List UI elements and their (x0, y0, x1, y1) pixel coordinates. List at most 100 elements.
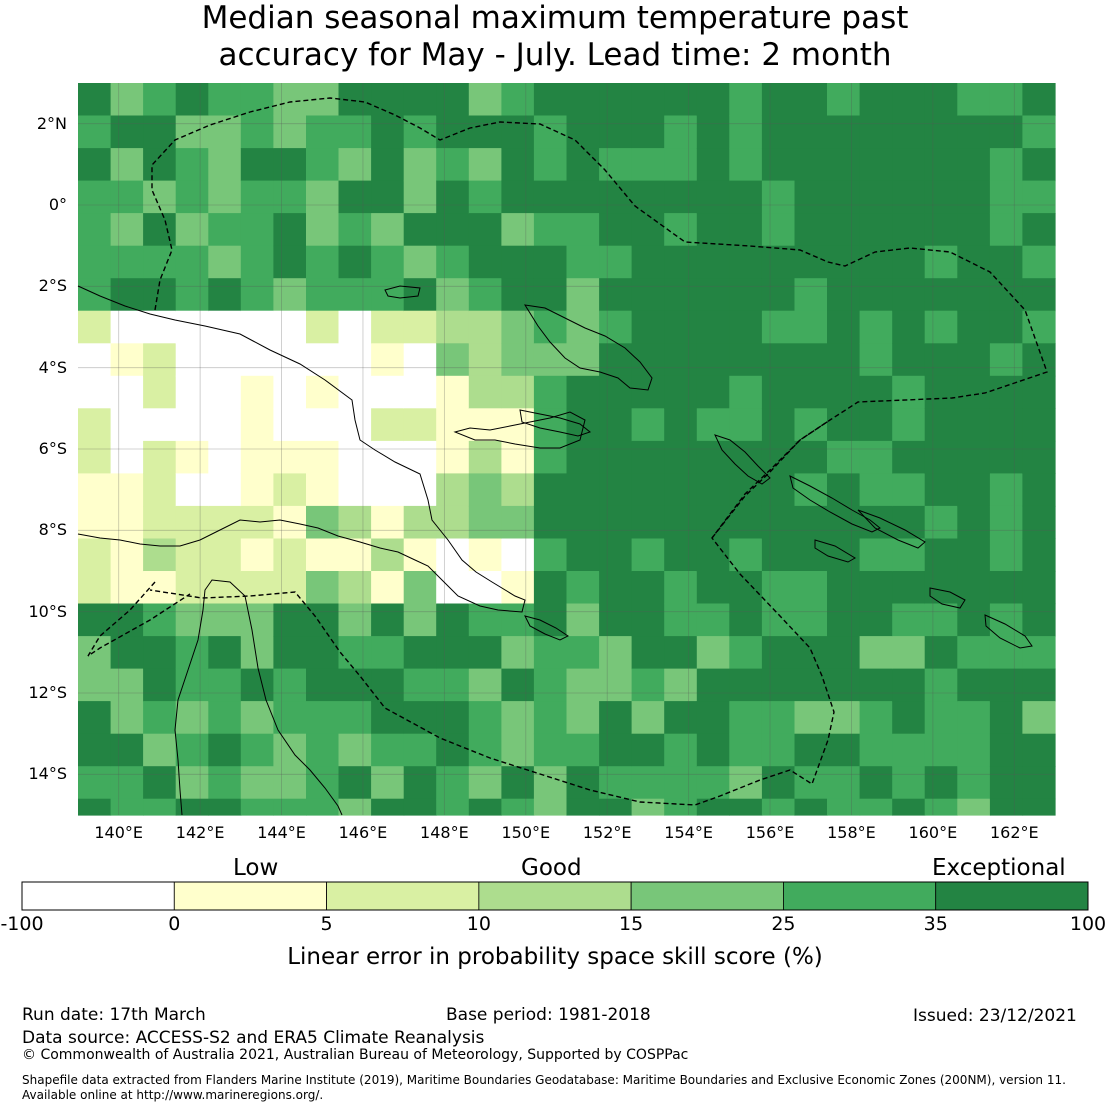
skill-cell (306, 571, 340, 605)
skill-cell (859, 213, 893, 247)
skill-cell (468, 766, 502, 800)
skill-cell (827, 636, 861, 670)
skill-cell (696, 766, 730, 800)
skill-cell (1022, 180, 1056, 214)
skill-cell (859, 668, 893, 702)
latitude-label: 10°S (28, 601, 67, 621)
skill-cell (599, 538, 633, 572)
longitude-label: 144°E (257, 823, 306, 842)
skill-cell (696, 603, 730, 637)
skill-cell (338, 733, 372, 767)
skill-cell (794, 571, 828, 605)
skill-cell (501, 505, 535, 539)
skill-cell (664, 603, 698, 637)
skill-cell (859, 603, 893, 637)
skill-cell (143, 798, 177, 816)
skill-cell (989, 343, 1024, 377)
colorbar-category-exceptional: Exceptional (932, 855, 1066, 881)
skill-cell (403, 473, 437, 507)
skill-cell (859, 733, 893, 767)
skill-cell (533, 733, 568, 767)
skill-cell (729, 733, 763, 767)
skill-cell (78, 343, 112, 377)
skill-cell (240, 603, 274, 637)
colorbar-swatches (21, 881, 1089, 911)
skill-cell (664, 571, 698, 605)
skill-cell (566, 733, 600, 767)
skill-cell (631, 668, 665, 702)
skill-cell (143, 505, 177, 539)
new-ireland-coastline (519, 409, 592, 437)
colorbar-tick-label: 0 (168, 913, 181, 935)
skill-cell (957, 733, 991, 767)
skill-cell (175, 245, 209, 279)
skill-cell (729, 408, 763, 442)
skill-cell (468, 408, 502, 442)
skill-cell (794, 180, 828, 214)
skill-cell (729, 636, 763, 670)
skill-cell (859, 278, 893, 312)
skill-cell (729, 375, 763, 409)
skill-cell (501, 733, 535, 767)
skill-cell (110, 375, 144, 409)
skill-cell (533, 245, 568, 279)
skill-cell (78, 505, 112, 539)
skill-cell (566, 148, 600, 182)
skill-cell (859, 798, 893, 816)
skill-cell (501, 310, 535, 344)
colorbar-tick-label: 35 (923, 913, 948, 935)
skill-cell (1022, 310, 1056, 344)
skill-cell (110, 245, 144, 279)
skill-cell (924, 278, 958, 312)
skill-cell (989, 668, 1024, 702)
copyright: © Commonwealth of Australia 2021, Austra… (22, 1047, 689, 1063)
skill-cell (306, 538, 340, 572)
skill-cell (696, 180, 730, 214)
skill-cell (794, 310, 828, 344)
skill-cell (761, 473, 796, 507)
skill-cell (78, 213, 112, 247)
skill-cell (664, 245, 698, 279)
skill-cell (1022, 798, 1056, 816)
skill-cell (338, 180, 372, 214)
skill-cell (892, 473, 926, 507)
skill-cell (436, 180, 470, 214)
skill-cell (1022, 148, 1056, 182)
skill-cell (306, 505, 340, 539)
skill-cell (599, 343, 633, 377)
skill-cell (957, 668, 991, 702)
skill-cell (696, 668, 730, 702)
skill-cell (631, 148, 665, 182)
skill-cell (1022, 571, 1056, 605)
skill-cell (761, 375, 796, 409)
skill-cell (273, 408, 307, 442)
skill-cell (371, 310, 405, 344)
santa-isabel-coastline (984, 614, 1033, 649)
skill-cell (794, 766, 828, 800)
skill-cell (957, 148, 991, 182)
skill-cell (175, 408, 209, 442)
skill-cell (403, 798, 437, 816)
colorbar-tick-label: 100 (1069, 913, 1107, 935)
skill-cell (631, 473, 665, 507)
skill-cell (468, 701, 502, 735)
skill-cell (827, 798, 861, 816)
skill-cell (664, 343, 698, 377)
skill-cell (468, 148, 502, 182)
skill-cell (501, 701, 535, 735)
skill-cell (338, 636, 372, 670)
skill-cell (371, 180, 405, 214)
skill-cell (989, 310, 1024, 344)
skill-cell (371, 343, 405, 377)
skill-cell (533, 440, 568, 474)
skill-cell (306, 148, 340, 182)
skill-cell (533, 538, 568, 572)
skill-cell (208, 538, 242, 572)
skill-cell (696, 375, 730, 409)
skill-cell (306, 310, 340, 344)
skill-cell (924, 538, 958, 572)
skill-cell (240, 278, 274, 312)
skill-cell (729, 115, 763, 149)
skill-cell (110, 343, 144, 377)
skill-cell (468, 538, 502, 572)
